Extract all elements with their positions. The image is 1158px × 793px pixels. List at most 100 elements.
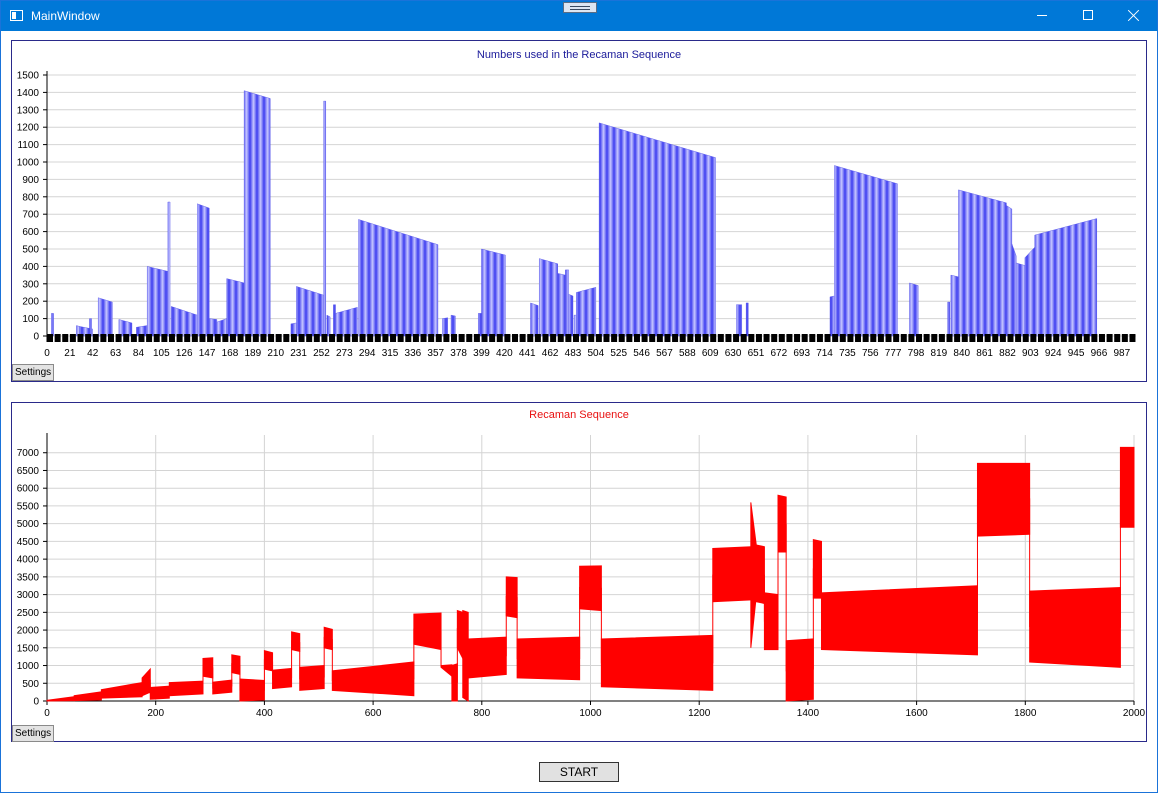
top-baseline-marker xyxy=(702,334,709,342)
top-baseline-marker xyxy=(1045,334,1052,342)
top-y-tick-label: 1400 xyxy=(17,88,40,99)
top-bar xyxy=(1034,218,1097,337)
top-baseline-marker xyxy=(984,334,991,342)
top-chart-panel: Numbers used in the Recaman Sequence 0 10… xyxy=(11,40,1147,382)
top-baseline-marker xyxy=(298,334,305,342)
top-baseline-marker xyxy=(252,334,259,342)
top-x-tick-label: 819 xyxy=(931,348,948,359)
top-baseline-marker xyxy=(199,334,206,342)
top-x-tick-label: 105 xyxy=(153,348,170,359)
top-baseline-marker xyxy=(664,334,671,342)
top-baseline-marker xyxy=(1076,334,1083,342)
top-x-tick-label: 735 xyxy=(839,348,856,359)
top-x-tick-label: 210 xyxy=(267,348,284,359)
top-bar xyxy=(1016,262,1026,337)
top-bar xyxy=(333,304,336,337)
top-x-tick-label: 630 xyxy=(725,348,742,359)
top-bar xyxy=(829,295,835,337)
close-button[interactable] xyxy=(1111,1,1157,31)
top-baseline-marker xyxy=(443,334,450,342)
top-baseline-marker xyxy=(572,334,579,342)
top-x-tick-label: 987 xyxy=(1113,348,1130,359)
top-baseline-marker xyxy=(999,334,1006,342)
top-baseline-marker xyxy=(466,334,473,342)
bottom-x-tick-label: 1000 xyxy=(579,708,602,719)
top-baseline-marker xyxy=(268,334,275,342)
sequence-band xyxy=(141,667,151,697)
top-baseline-marker xyxy=(405,334,412,342)
top-baseline-marker xyxy=(931,334,938,342)
top-baseline-marker xyxy=(100,334,107,342)
top-y-tick-label: 400 xyxy=(22,262,39,273)
top-baseline-marker xyxy=(900,334,907,342)
maximize-button[interactable] xyxy=(1065,1,1111,31)
top-x-tick-label: 966 xyxy=(1091,348,1108,359)
top-x-tick-label: 777 xyxy=(885,348,902,359)
top-baseline-marker xyxy=(527,334,534,342)
top-baseline-marker xyxy=(412,334,419,342)
bottom-y-tick-label: 6000 xyxy=(17,484,40,495)
top-bar xyxy=(950,274,959,337)
titlebar-grip-icon[interactable] xyxy=(563,2,597,13)
top-x-tick-label: 147 xyxy=(199,348,216,359)
top-x-tick-label: 798 xyxy=(908,348,925,359)
sequence-band xyxy=(413,612,442,651)
top-baseline-marker xyxy=(69,334,76,342)
top-x-tick-label: 483 xyxy=(565,348,582,359)
top-baseline-marker xyxy=(1114,334,1121,342)
top-baseline-marker xyxy=(969,334,976,342)
top-baseline-marker xyxy=(222,334,229,342)
top-bar xyxy=(146,266,170,337)
top-baseline-marker xyxy=(1068,334,1075,342)
top-x-tick-label: 336 xyxy=(405,348,422,359)
top-x-tick-label: 84 xyxy=(133,348,145,359)
bottom-y-tick-label: 0 xyxy=(33,697,39,708)
top-baseline-marker xyxy=(336,334,343,342)
top-baseline-marker xyxy=(519,334,526,342)
top-baseline-marker xyxy=(908,334,915,342)
bottom-settings-button[interactable]: Settings xyxy=(12,725,55,742)
top-baseline-marker xyxy=(725,334,732,342)
bottom-y-tick-label: 3000 xyxy=(17,590,40,601)
top-baseline-marker xyxy=(992,334,999,342)
top-baseline-marker xyxy=(390,334,397,342)
top-bar xyxy=(358,219,439,337)
top-baseline-marker xyxy=(794,334,801,342)
top-baseline-marker xyxy=(420,334,427,342)
top-chart-title: Numbers used in the Recaman Sequence xyxy=(476,49,682,61)
top-baseline-marker xyxy=(595,334,602,342)
top-x-tick-label: 42 xyxy=(87,348,99,359)
start-button[interactable]: START xyxy=(539,762,619,782)
top-baseline-marker xyxy=(1083,334,1090,342)
top-baseline-marker xyxy=(283,334,290,342)
top-y-tick-label: 1500 xyxy=(17,71,40,82)
top-baseline-marker xyxy=(92,334,99,342)
top-baseline-marker xyxy=(893,334,900,342)
top-baseline-marker xyxy=(130,334,137,342)
top-x-tick-label: 546 xyxy=(633,348,650,359)
top-baseline-marker xyxy=(946,334,953,342)
top-baseline-marker xyxy=(344,334,351,342)
top-x-tick-label: 609 xyxy=(702,348,719,359)
top-baseline-marker xyxy=(588,334,595,342)
top-baseline-marker xyxy=(763,334,770,342)
top-baseline-marker xyxy=(237,334,244,342)
top-baseline-marker xyxy=(603,334,610,342)
top-bar xyxy=(557,273,566,337)
top-baseline-marker xyxy=(1015,334,1022,342)
top-bar xyxy=(576,287,597,337)
top-baseline-marker xyxy=(191,334,198,342)
top-y-tick-label: 500 xyxy=(22,245,39,256)
minimize-button[interactable] xyxy=(1019,1,1065,31)
top-bar xyxy=(335,307,358,337)
top-baseline-marker xyxy=(977,334,984,342)
top-baseline-marker xyxy=(229,334,236,342)
top-baseline-marker xyxy=(694,334,701,342)
bottom-y-tick-label: 6500 xyxy=(17,466,40,477)
bottom-chart-title: Recaman Sequence xyxy=(529,409,629,421)
title-bar[interactable]: MainWindow xyxy=(1,1,1157,31)
top-baseline-marker xyxy=(260,334,267,342)
top-baseline-marker xyxy=(550,334,557,342)
top-baseline-marker xyxy=(885,334,892,342)
top-settings-button[interactable]: Settings xyxy=(12,364,55,381)
